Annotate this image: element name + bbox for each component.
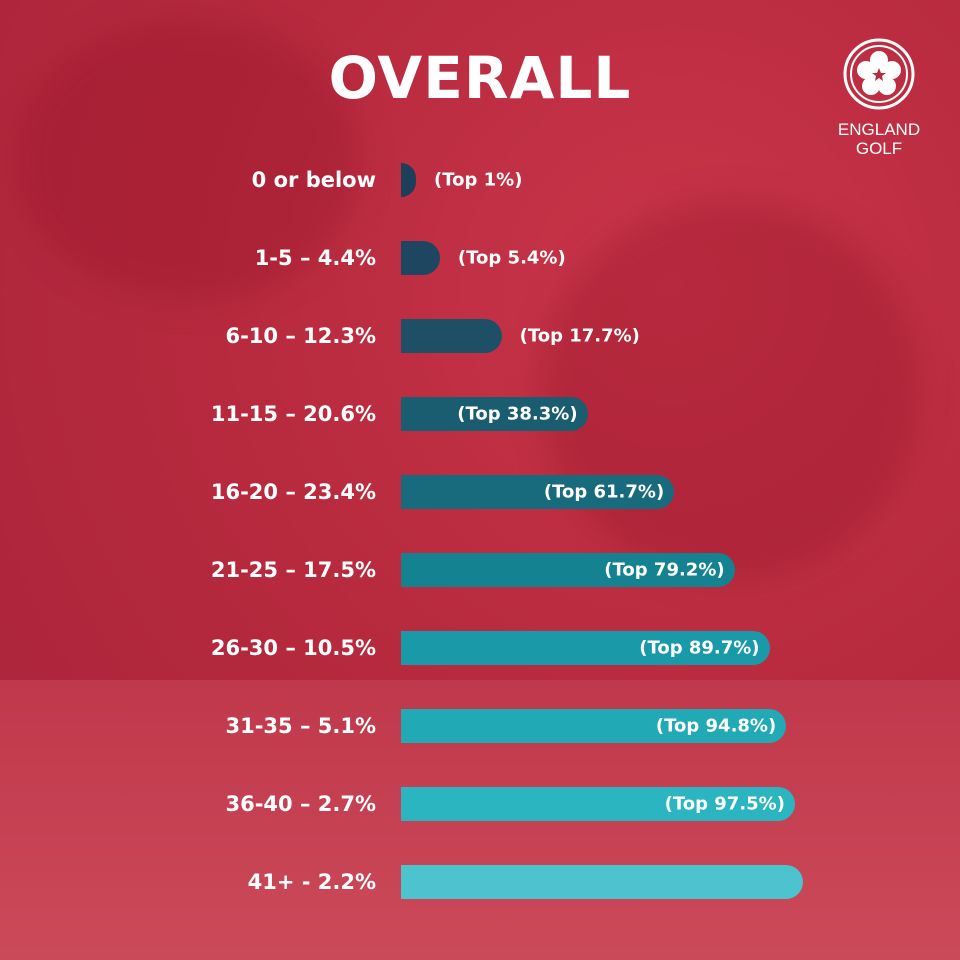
data-label: (Top 79.2%)	[604, 559, 725, 581]
data-label: (Top 97.5%)	[664, 793, 785, 815]
data-label: (Top 94.8%)	[655, 715, 777, 737]
bar	[401, 397, 588, 431]
data-label: (Top 17.7%)	[519, 325, 640, 347]
england-golf-logo: ENGLAND GOLF	[829, 38, 929, 158]
bar	[401, 865, 803, 899]
category-label: 0 or below	[251, 168, 376, 192]
category-label: 11-15 – 20.6%	[210, 402, 376, 426]
bar	[401, 787, 795, 821]
category-label: 6-10 – 12.3%	[225, 324, 376, 348]
background-foliage	[20, 20, 360, 300]
bar	[401, 319, 502, 353]
data-label: (Top 38.3%)	[457, 403, 578, 425]
bar	[401, 241, 440, 275]
logo-text-line1: ENGLAND	[837, 120, 921, 139]
category-label: 36-40 – 2.7%	[225, 792, 376, 816]
rose-emblem-icon	[843, 38, 915, 110]
data-label: (Top 5.4%)	[457, 247, 566, 269]
bar	[401, 553, 735, 587]
category-label: 1-5 – 4.4%	[254, 246, 376, 270]
background-foliage	[540, 200, 920, 580]
category-label: 31-35 – 5.1%	[225, 714, 376, 738]
category-label: 41+ - 2.2%	[247, 870, 376, 894]
bar	[401, 631, 770, 665]
category-label: 21-25 – 17.5%	[210, 558, 376, 582]
bar	[401, 163, 416, 197]
data-label: (Top 89.7%)	[639, 637, 760, 659]
logo-text-line2: GOLF	[855, 139, 903, 158]
category-label: 16-20 – 23.4%	[210, 480, 376, 504]
bar	[401, 475, 675, 509]
category-label: 26-30 – 10.5%	[210, 636, 376, 660]
chart-title: OVERALL	[328, 44, 632, 112]
data-label: (Top 61.7%)	[543, 481, 665, 503]
bar	[401, 709, 787, 743]
data-label: (Top 1%)	[434, 169, 523, 191]
